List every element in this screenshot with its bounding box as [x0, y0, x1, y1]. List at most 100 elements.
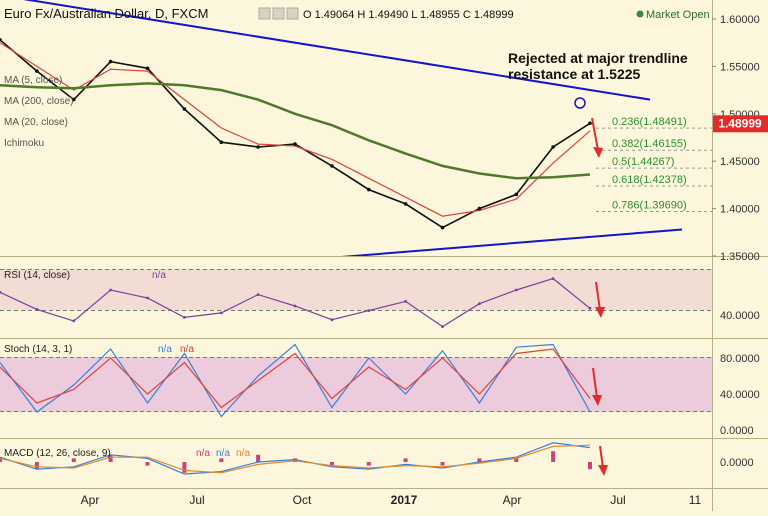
- macd-hist-bar[interactable]: [440, 462, 445, 466]
- price-point[interactable]: [35, 69, 39, 73]
- rsi-point[interactable]: [219, 311, 223, 315]
- price-point[interactable]: [403, 202, 408, 206]
- chart-title: Euro Fx/Australian Dollar, D, FXCM: [4, 6, 208, 21]
- annotation-line-2: resistance at 1.5225: [508, 66, 641, 82]
- rsi-point[interactable]: [0, 290, 2, 294]
- rsi-point[interactable]: [551, 277, 555, 280]
- price-point[interactable]: [72, 97, 76, 102]
- ma20-line[interactable]: [0, 42, 591, 217]
- stoch-band: [0, 357, 712, 412]
- price-tick-label: 1.35000: [720, 251, 760, 263]
- time-tick-label: Jul: [189, 493, 204, 507]
- bearish-arrow-stoch: [592, 367, 602, 406]
- rsi-point[interactable]: [330, 318, 334, 322]
- rsi-point[interactable]: [293, 304, 297, 308]
- macd-value: n/a: [216, 448, 230, 459]
- indicator-legend: MA (200, close): [4, 96, 73, 107]
- macd-hist-bar[interactable]: [219, 458, 224, 462]
- price-point[interactable]: [145, 66, 150, 71]
- resistance-trendline[interactable]: [0, 0, 651, 101]
- macd-hist-bar[interactable]: [71, 458, 76, 462]
- fib-level-label: 0.382(1.46155): [612, 138, 687, 150]
- rsi-point[interactable]: [514, 288, 518, 292]
- price-point[interactable]: [182, 107, 187, 111]
- header-buttons[interactable]: [258, 7, 299, 20]
- rsi-point[interactable]: [367, 309, 371, 312]
- rsi-point[interactable]: [478, 302, 481, 306]
- support-trendline[interactable]: [330, 228, 683, 258]
- rsi-point[interactable]: [146, 296, 149, 300]
- market-status: Market Open: [646, 9, 710, 21]
- price-tick-label: 1.55000: [720, 61, 760, 73]
- indicator-legend: MA (5, close): [4, 75, 62, 86]
- last-price-badge-bg: [713, 115, 768, 133]
- last-price-label: 1.48999: [718, 116, 762, 130]
- time-tick-label: Apr: [503, 493, 522, 507]
- bearish-arrow-rsi: [595, 281, 605, 318]
- price-tick-label: 1.60000: [720, 14, 760, 26]
- visibility-icon[interactable]: [258, 7, 271, 20]
- rsi-title: RSI (14, close): [4, 270, 70, 281]
- rsi-point[interactable]: [72, 319, 76, 323]
- macd-hist-bar[interactable]: [145, 462, 150, 466]
- stoch-k-value: n/a: [158, 344, 172, 355]
- stoch-d-value: n/a: [180, 344, 194, 355]
- time-tick-label: 2017: [391, 493, 418, 507]
- price-pane[interactable]: 0.236(1.48491) 0.382(1.46155) 0.5(1.44267)…: [0, 0, 712, 258]
- price-point[interactable]: [330, 164, 334, 168]
- rsi-point[interactable]: [256, 293, 260, 296]
- rsi-point[interactable]: [35, 308, 39, 311]
- fib-level-label: 0.618(1.42378): [612, 174, 687, 186]
- price-point[interactable]: [293, 142, 297, 146]
- rsi-pane[interactable]: RSI (14, close) n/a: [0, 270, 592, 328]
- stoch-tick-label: 80.0000: [720, 353, 760, 365]
- price-line[interactable]: [0, 39, 591, 229]
- rsi-point[interactable]: [404, 300, 407, 303]
- macd-hist-bar[interactable]: [477, 458, 482, 462]
- price-tick-label: 1.45000: [720, 156, 760, 168]
- macd-hist-bar[interactable]: [403, 458, 408, 462]
- last-price-badge: 1.48999: [713, 115, 768, 133]
- price-point[interactable]: [514, 192, 519, 197]
- macd-hist-bar[interactable]: [551, 451, 556, 462]
- fib-level-label: 0.236(1.48491): [612, 116, 687, 128]
- macd-signal-line[interactable]: [0, 444, 591, 474]
- macd-pane[interactable]: MACD (12, 26, close, 9) n/a n/a n/a: [0, 442, 592, 475]
- stoch-k-line[interactable]: [0, 343, 591, 418]
- rsi-point[interactable]: [441, 325, 444, 328]
- bearish-arrow-price: [591, 117, 603, 158]
- macd-hist-bar[interactable]: [182, 462, 187, 473]
- rsi-point[interactable]: [588, 306, 592, 310]
- stoch-pane[interactable]: Stoch (14, 3, 1) n/a n/a: [0, 343, 591, 418]
- price-point[interactable]: [440, 225, 445, 230]
- close-icon[interactable]: [286, 7, 299, 20]
- stoch-tick-label: 40.0000: [720, 389, 760, 401]
- price-point[interactable]: [256, 145, 260, 149]
- time-tick-label: 11: [689, 493, 702, 507]
- macd-hist-bar[interactable]: [34, 462, 39, 470]
- price-point[interactable]: [0, 38, 2, 42]
- macd-hist-bar[interactable]: [514, 458, 519, 462]
- ma200-line[interactable]: [0, 82, 591, 180]
- indicator-legend: Ichimoku: [4, 138, 44, 149]
- macd-hist-bar[interactable]: [108, 454, 113, 462]
- macd-hist-bar[interactable]: [366, 462, 371, 466]
- macd-hist-bar[interactable]: [329, 462, 334, 466]
- price-point[interactable]: [367, 187, 371, 192]
- price-point[interactable]: [108, 59, 113, 64]
- settings-icon[interactable]: [272, 7, 285, 20]
- macd-hist-bar[interactable]: [588, 462, 592, 470]
- price-point[interactable]: [551, 145, 555, 149]
- macd-hist-bar[interactable]: [0, 458, 2, 462]
- macd-hist-bar[interactable]: [256, 454, 261, 462]
- macd-title: MACD (12, 26, close, 9): [4, 448, 111, 459]
- price-point[interactable]: [588, 121, 592, 126]
- annotation-line-1: Rejected at major trendline: [508, 50, 688, 66]
- macd-line[interactable]: [0, 442, 591, 475]
- stoch-d-line[interactable]: [0, 348, 591, 409]
- rsi-point[interactable]: [109, 288, 112, 292]
- price-point[interactable]: [477, 206, 482, 211]
- price-point[interactable]: [219, 140, 224, 144]
- rsi-point[interactable]: [183, 316, 186, 319]
